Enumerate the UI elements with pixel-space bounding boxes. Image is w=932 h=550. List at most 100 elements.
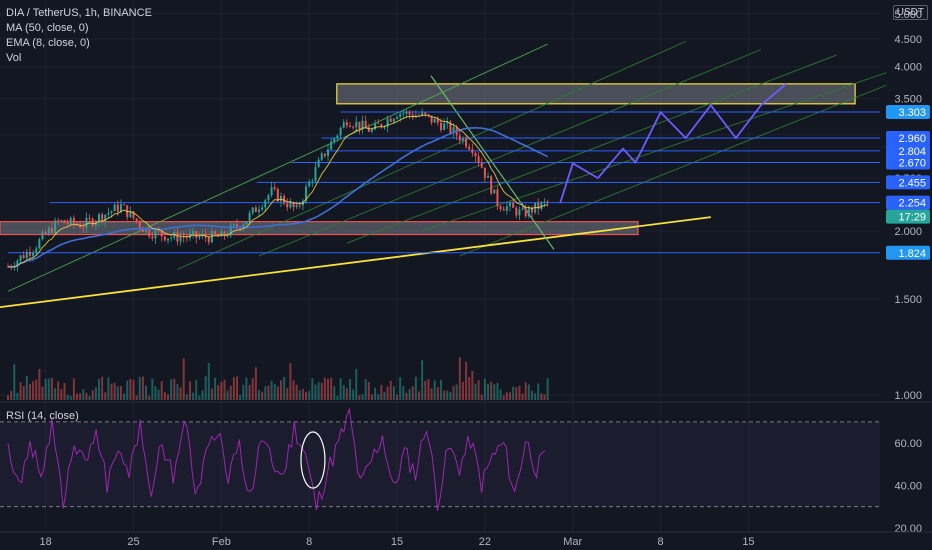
time-axis: 18 25 Feb 8 15 22 Mar 8 15: [0, 531, 932, 548]
volume-bar: [119, 386, 122, 400]
candle-body: [47, 228, 50, 234]
volume-bar: [439, 379, 442, 400]
volume-bar: [418, 391, 421, 400]
candle-body: [236, 224, 239, 227]
candle-body: [170, 237, 173, 239]
rsi-band-fill: [0, 421, 880, 507]
candle-body: [185, 237, 188, 239]
volume-bar: [76, 393, 79, 400]
volume-bar: [35, 379, 38, 400]
candle-body: [251, 207, 254, 213]
volume-bar: [530, 390, 533, 400]
volume-bar: [311, 378, 314, 400]
candle-body: [148, 229, 151, 237]
volume-bar: [32, 381, 35, 400]
price-tick-label: 3.500: [894, 93, 922, 105]
volume-bar: [320, 382, 323, 400]
candle-body: [449, 121, 452, 133]
volume-bar: [509, 392, 511, 400]
moving-averages: [7, 114, 548, 268]
candle-body: [430, 115, 433, 123]
volume-bar: [295, 384, 298, 400]
candle-body: [79, 224, 82, 228]
channel-line: [258, 49, 762, 257]
candle-body: [292, 202, 295, 208]
channel-line: [7, 43, 548, 292]
volume-bar: [19, 382, 22, 400]
volume-bar: [69, 395, 72, 400]
volume-bar: [455, 384, 458, 400]
candle-body: [35, 248, 38, 253]
candle-body: [210, 231, 213, 243]
candle-body: [248, 212, 251, 222]
candle-body: [402, 113, 405, 115]
candle-body: [355, 121, 358, 128]
volume-bar: [258, 389, 260, 400]
candle-body: [25, 251, 28, 259]
volume-bar: [496, 382, 499, 400]
volume-bar: [38, 368, 41, 400]
candle-body: [436, 118, 439, 123]
candle-body: [167, 238, 170, 241]
candle-body: [386, 118, 389, 127]
volume-bar: [502, 395, 505, 400]
candle-body: [44, 232, 47, 234]
volume-bar: [107, 377, 110, 400]
candle-body: [474, 152, 477, 157]
volume-bar: [546, 378, 549, 400]
candle-body: [138, 221, 141, 228]
volume-bar: [424, 380, 427, 400]
volume-bar: [13, 364, 16, 400]
price-tick-label: 1.000: [894, 390, 922, 402]
legend-ma: MA (50, close, 0): [6, 22, 89, 34]
candle-body: [490, 176, 493, 194]
candle-body: [88, 217, 91, 219]
candle-body: [465, 138, 468, 147]
candle-body: [50, 228, 53, 234]
candle-body: [311, 180, 314, 182]
volume-bar: [220, 381, 223, 400]
candle-body: [468, 146, 471, 150]
candle-body: [176, 232, 179, 242]
volume-bar: [317, 382, 320, 400]
candle-body: [317, 159, 320, 168]
time-tick-label: 25: [127, 536, 139, 548]
level-label-bg: [886, 143, 930, 158]
volume-bar: [336, 395, 339, 400]
currency-badge[interactable]: USDT: [892, 5, 928, 20]
volume-bar: [389, 380, 392, 400]
time-tick-label: Feb: [212, 536, 231, 548]
candle-body: [330, 141, 333, 150]
candle-body: [348, 125, 351, 127]
candle-body: [345, 122, 348, 126]
candle-body: [220, 231, 223, 237]
volume-bar: [82, 389, 85, 400]
volume-bar: [229, 385, 232, 400]
volume-bar: [524, 382, 527, 400]
volume-bar: [132, 379, 135, 400]
volume-bar: [540, 393, 543, 400]
candle-body: [405, 111, 408, 114]
candle-body: [380, 123, 383, 127]
candle-body: [264, 200, 267, 208]
candle-body: [101, 214, 104, 222]
volume-bar: [47, 378, 50, 400]
zones: [0, 83, 856, 236]
candle-body: [192, 231, 195, 234]
volume-bar: [188, 381, 191, 400]
volume-bar: [301, 388, 304, 400]
candle-body: [132, 211, 135, 219]
candle-body: [374, 123, 377, 130]
time-tick-label: 8: [306, 536, 312, 548]
candle-body: [521, 208, 524, 210]
channel-line: [177, 40, 686, 270]
volume-bar: [461, 381, 464, 400]
legend: DIA / TetherUS, 1h, BINANCE MA (50, clos…: [6, 6, 152, 66]
candle-body: [157, 230, 160, 232]
volume-bar: [323, 377, 326, 400]
level-label-bg: [886, 105, 930, 120]
candle-body: [333, 138, 336, 142]
volume-bar: [380, 384, 383, 400]
